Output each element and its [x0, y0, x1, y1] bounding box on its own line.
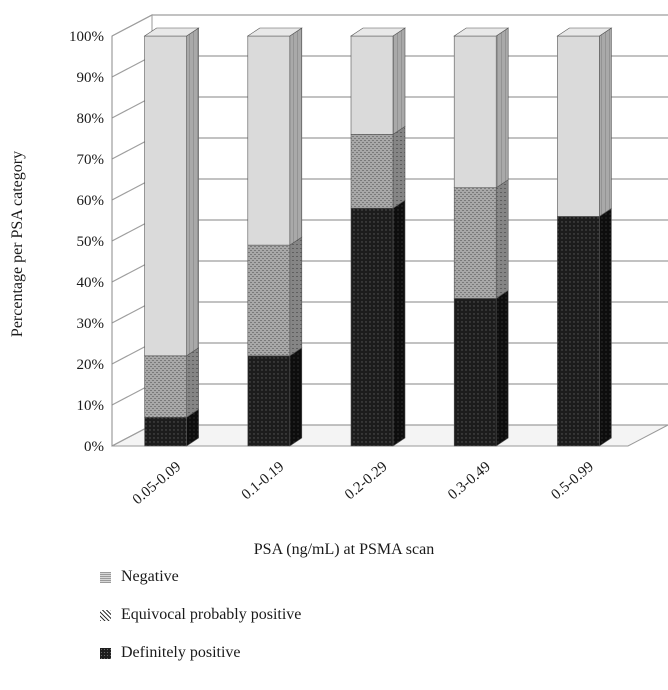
- y-tick-label: 70%: [77, 152, 105, 168]
- bar-segment: [350, 35, 394, 135]
- y-tick-label: 80%: [77, 111, 105, 127]
- bar-side: [495, 27, 509, 189]
- bar-segment: [557, 35, 600, 217]
- bar-side: [289, 347, 303, 447]
- bar-side: [599, 27, 612, 217]
- bar-segment: [453, 35, 497, 188]
- bar-segment: [350, 207, 394, 447]
- bar-side: [289, 27, 303, 246]
- bar-segment: [453, 298, 497, 447]
- bar-side: [392, 125, 406, 209]
- legend-label-negative: Negative: [121, 568, 179, 585]
- y-tick-label: 40%: [77, 275, 105, 291]
- gridline: [111, 14, 668, 37]
- bar-segment: [350, 134, 394, 209]
- bar-segment: [144, 416, 187, 447]
- y-tick-label: 60%: [77, 193, 105, 209]
- bar-segment: [247, 244, 291, 357]
- bar-segment: [247, 35, 291, 246]
- legend-label-equivocal: Equivocal probably positive: [121, 606, 302, 623]
- bar-segment: [144, 35, 187, 357]
- legend-item-negative: Negative: [100, 566, 179, 588]
- light-hatched-square-icon: [100, 571, 111, 583]
- x-tick-label: 0.3-0.49: [445, 459, 494, 503]
- bar-top: [556, 27, 613, 37]
- bar-side: [186, 27, 199, 357]
- bar-segment: [557, 216, 600, 447]
- bar-side: [392, 199, 406, 447]
- bar-top: [143, 27, 200, 37]
- crosshatch-square-icon: [100, 609, 111, 621]
- x-tick-label: 0.05-0.09: [130, 459, 184, 508]
- y-tick-label: 50%: [77, 234, 105, 250]
- legend-label-positive: Definitely positive: [121, 644, 241, 661]
- x-tick-label: 0.1-0.19: [239, 459, 288, 503]
- legend-item-equivocal: Equivocal probably positive: [100, 604, 301, 626]
- bar-top: [246, 27, 303, 37]
- bar-side: [599, 207, 612, 447]
- bar-side: [495, 179, 509, 299]
- bar-side: [186, 347, 199, 418]
- bar-side: [495, 289, 509, 447]
- x-tick-label: 0.5-0.99: [548, 459, 597, 503]
- y-axis-title: Percentage per PSA category: [9, 151, 26, 337]
- bar-top: [453, 27, 510, 37]
- bar-segment: [144, 355, 187, 418]
- y-tick-label: 30%: [77, 316, 105, 332]
- y-tick-label: 0%: [84, 439, 104, 455]
- y-tick-label: 90%: [77, 70, 105, 86]
- x-tick-label: 0.2-0.29: [342, 459, 391, 503]
- bar-side: [392, 27, 406, 135]
- legend-item-positive: Definitely positive: [100, 642, 241, 664]
- y-tick-label: 20%: [77, 357, 105, 373]
- dark-dotted-square-icon: [100, 647, 111, 659]
- bar-segment: [247, 355, 291, 447]
- bar-side: [289, 236, 303, 357]
- y-tick-label: 10%: [77, 398, 105, 414]
- y-tick-label: 100%: [69, 29, 104, 45]
- bar-segment: [453, 187, 497, 299]
- x-axis-title: PSA (ng/mL) at PSMA scan: [254, 541, 434, 558]
- bar-top: [350, 27, 406, 37]
